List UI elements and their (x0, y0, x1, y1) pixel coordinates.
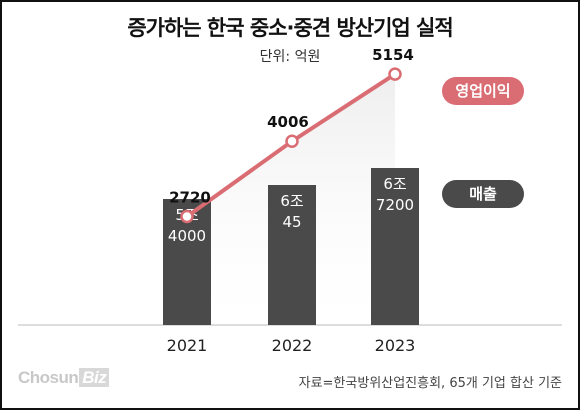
x-tick-2021: 2021 (167, 336, 208, 355)
profit-point-2021 (180, 209, 194, 224)
sales-label-2022-bottom: 45 (282, 213, 301, 231)
legend-profit: 영업이익 (442, 77, 524, 105)
profit-point-2022 (285, 134, 299, 148)
source-note: 자료=한국방위산업진흥회, 65개 기업 합산 기준 (298, 376, 562, 391)
legend-sales: 매출 (442, 180, 524, 208)
x-tick-2022: 2022 (272, 336, 313, 355)
profit-label-2023: 5154 (372, 46, 414, 64)
sales-label-2022-top: 6조 (280, 192, 304, 210)
profit-label-2022: 4006 (267, 113, 309, 131)
sales-label-2023-top: 6조 (383, 175, 407, 193)
chart-title: 증가하는 한국 중소·중견 방산기업 실적 (127, 16, 453, 40)
sales-label-2021-bottom: 4000 (168, 227, 206, 245)
profit-point-2023 (388, 67, 402, 81)
sales-label-2023-bottom: 7200 (376, 196, 414, 214)
sales-bar-2022 (268, 185, 316, 325)
sales-bar-2023 (371, 168, 419, 325)
unit-label: 단위: 억원 (259, 49, 321, 65)
chosunbiz-logo: Chosun Biz (18, 368, 110, 388)
profit-label-2021: 2720 (169, 188, 211, 206)
x-tick-2023: 2023 (375, 336, 416, 355)
